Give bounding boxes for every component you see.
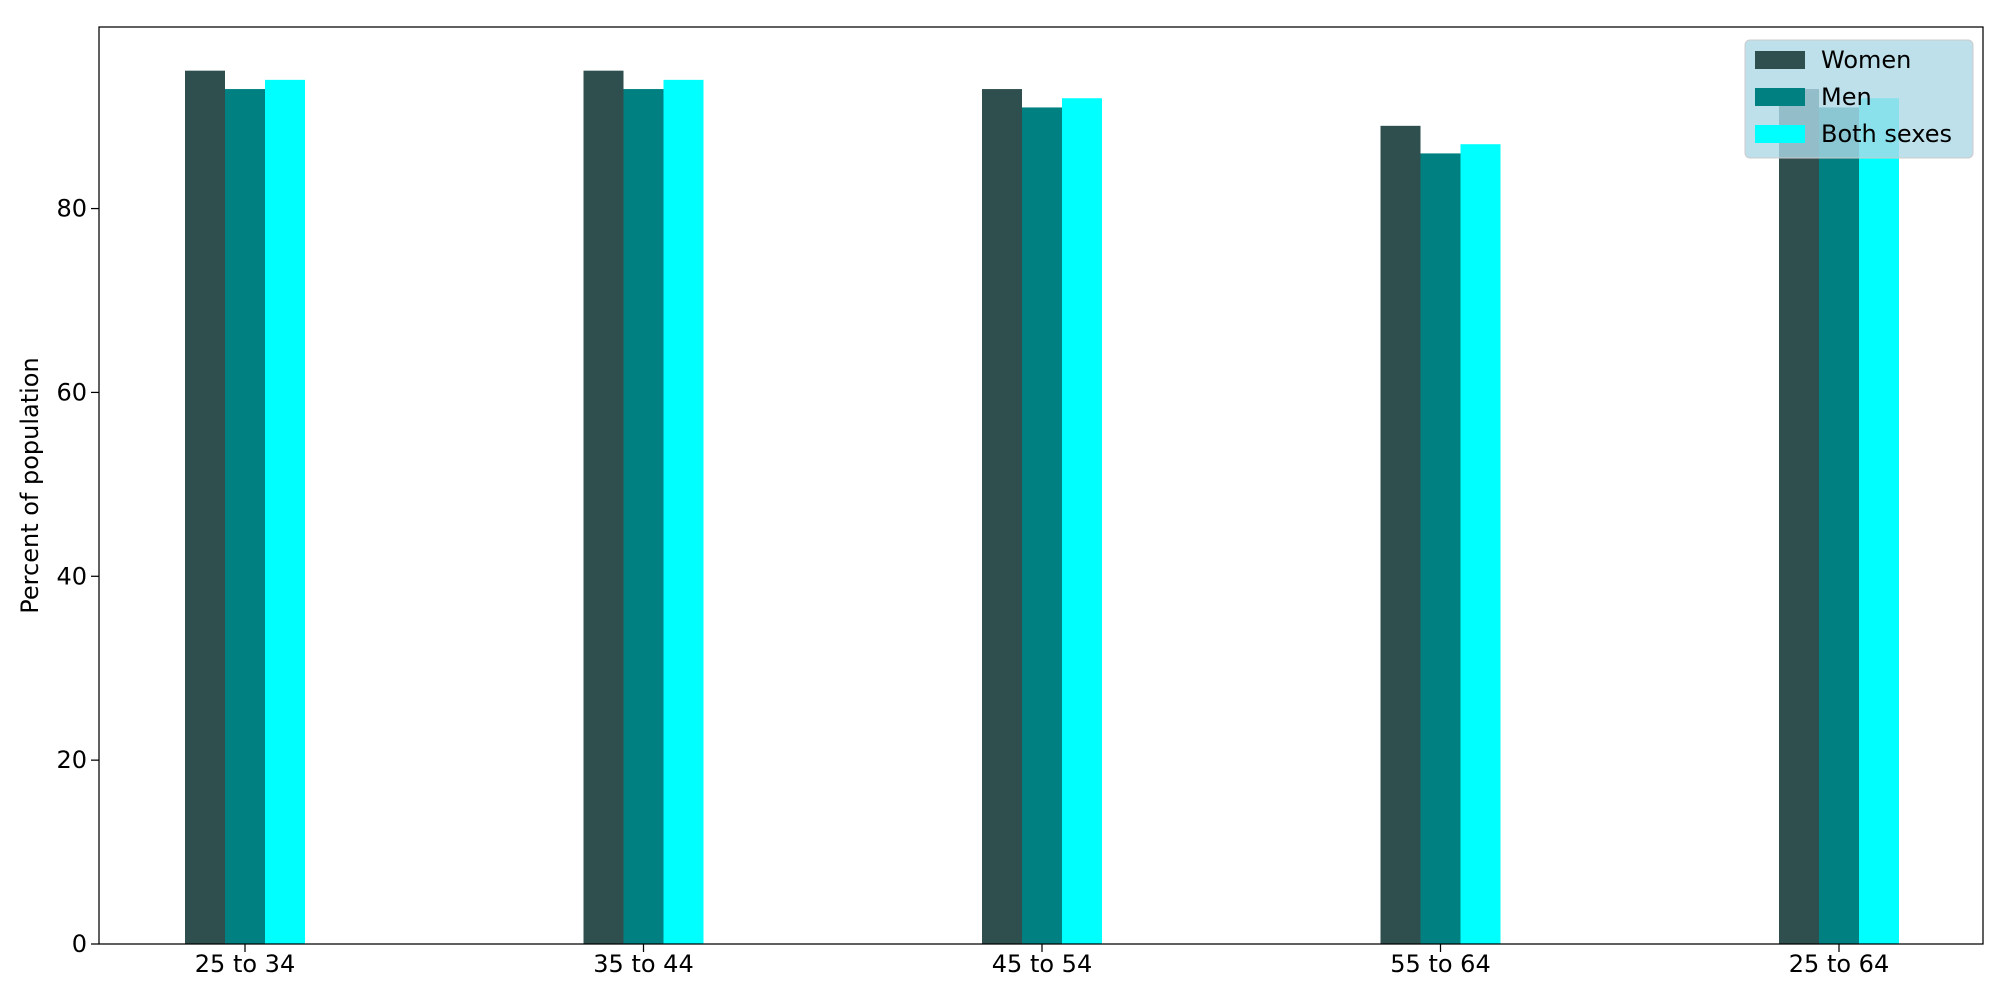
x-tick-label: 25 to 64 (1789, 950, 1889, 978)
bar-women-4 (1779, 89, 1819, 944)
x-tick-label: 55 to 64 (1390, 950, 1490, 978)
y-tick-label: 40 (56, 562, 87, 590)
bar-women-2 (982, 89, 1022, 944)
bar-both-sexes-3 (1461, 144, 1501, 944)
bar-men-1 (624, 89, 664, 944)
bar-both-sexes-4 (1859, 98, 1899, 944)
legend-label-men: Men (1821, 83, 1872, 111)
y-tick-label: 80 (56, 195, 87, 223)
legend-swatch-both-sexes (1755, 125, 1805, 143)
bar-women-3 (1381, 126, 1421, 944)
x-tick-label: 45 to 54 (992, 950, 1092, 978)
legend: Women Men Both sexes (1745, 40, 1973, 158)
bar-both-sexes-2 (1062, 98, 1102, 944)
bar-both-sexes-1 (664, 80, 704, 944)
bar-men-4 (1819, 107, 1859, 944)
bar-men-0 (225, 89, 265, 944)
bar-women-1 (584, 71, 624, 944)
y-tick-label: 0 (72, 930, 87, 958)
legend-swatch-women (1755, 51, 1805, 69)
bar-men-2 (1022, 107, 1062, 944)
y-tick-label: 20 (56, 746, 87, 774)
legend-swatch-men (1755, 88, 1805, 106)
bar-women-0 (185, 71, 225, 944)
y-tick-label: 60 (56, 378, 87, 406)
y-axis-title: Percent of population (16, 357, 44, 613)
x-tick-label: 35 to 44 (593, 950, 693, 978)
bar-men-3 (1421, 153, 1461, 944)
legend-label-women: Women (1821, 46, 1911, 74)
x-tick-label: 25 to 34 (195, 950, 295, 978)
legend-label-both-sexes: Both sexes (1821, 120, 1952, 148)
bar-both-sexes-0 (265, 80, 305, 944)
